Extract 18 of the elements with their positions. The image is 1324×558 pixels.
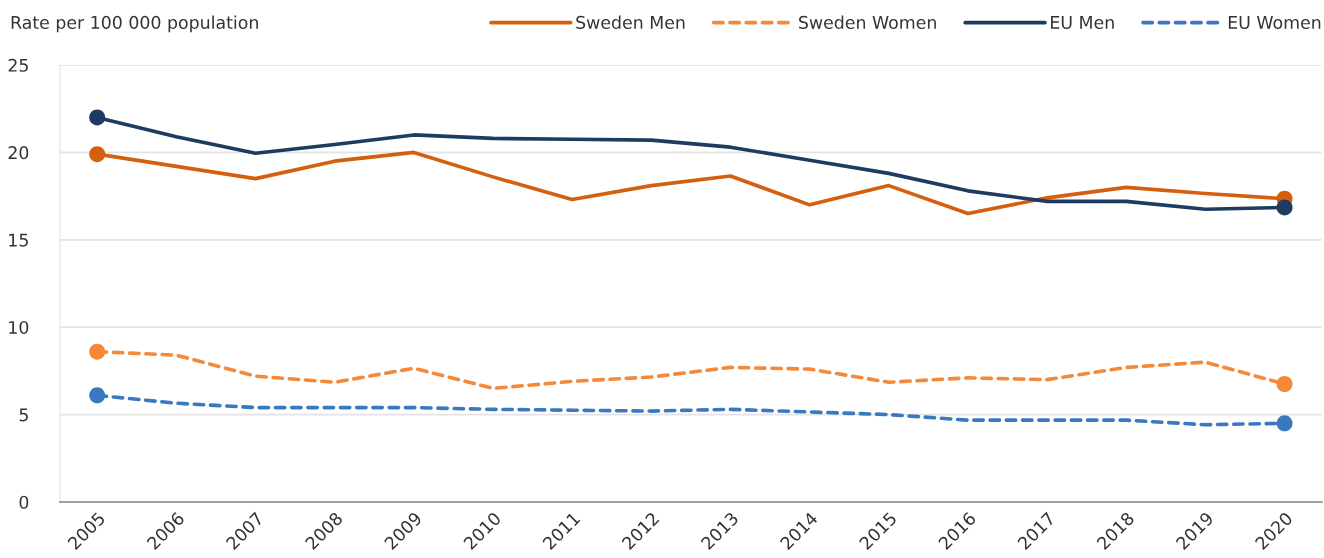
point <box>1276 415 1293 432</box>
y-axis-title: Rate per 100 000 population <box>11 15 258 33</box>
point <box>89 343 106 360</box>
point <box>89 387 106 404</box>
y-tick-label: 5 <box>19 408 28 422</box>
legend-label: EU Women <box>1228 16 1321 29</box>
point <box>89 109 106 126</box>
y-tick-label: 0 <box>19 495 29 509</box>
y-tick-label: 20 <box>8 146 29 160</box>
legend-label: Sweden Women <box>799 15 936 29</box>
y-tick-label: 25 <box>8 58 28 72</box>
point <box>1276 376 1293 392</box>
y-tick-label: 10 <box>9 320 29 335</box>
legend-label: Sweden Men <box>576 15 685 29</box>
point <box>89 146 106 163</box>
legend-label: EU Men <box>1051 16 1114 29</box>
point <box>1276 199 1293 216</box>
y-tick-label: 15 <box>9 233 28 247</box>
